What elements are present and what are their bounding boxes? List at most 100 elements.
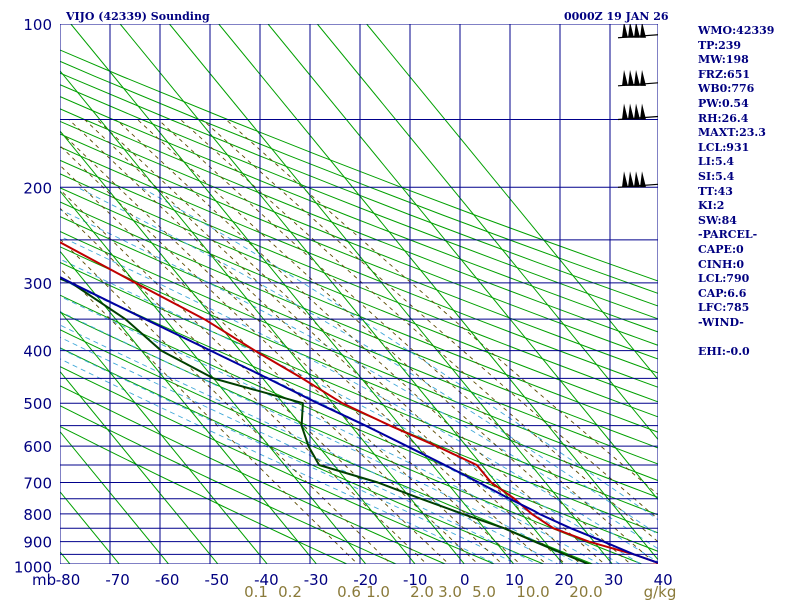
- dry-adiabat-line: [60, 60, 658, 294]
- wind-barb-flag: [634, 171, 640, 188]
- parcel-line: [60, 276, 658, 564]
- temperature-tick-label: -50: [205, 571, 230, 589]
- chart-title: VIJO (42339) Sounding: [66, 10, 210, 23]
- wind-barb-flag: [640, 69, 646, 86]
- dry-adiabat-line: [60, 96, 658, 333]
- pressure-tick-label: 900: [23, 534, 52, 552]
- isotherm-line: [366, 24, 658, 381]
- dry-adiabat-line: [60, 230, 658, 482]
- isotherm-line: [60, 370, 219, 564]
- wind-barb-flag: [634, 69, 640, 86]
- dry-adiabat-line: [60, 187, 658, 433]
- isotherm-line: [0, 24, 32, 578]
- pressure-axis-label: mb: [32, 571, 56, 589]
- dry-adiabat-line: [60, 365, 496, 564]
- moist-adiabat-line: [60, 209, 658, 550]
- dry-adiabat-line: [60, 133, 658, 374]
- isotherm-line: [218, 24, 658, 561]
- pressure-tick-label: 800: [23, 506, 52, 524]
- index-item: MAXT:23.3: [698, 126, 766, 140]
- mixing-ratio-label: 5.0: [472, 583, 496, 600]
- moist-adiabat-line: [60, 235, 658, 563]
- temperature-tick-label: -20: [353, 571, 378, 589]
- index-item: WB0:776: [698, 82, 755, 96]
- wind-barb-flag: [628, 103, 634, 120]
- wind-barb: [617, 103, 658, 121]
- temperature-tick-label: 40: [654, 571, 673, 589]
- sounding-datetime: 0000Z 19 JAN 26: [564, 10, 669, 23]
- moist-adiabat-line: [60, 358, 498, 564]
- index-item: KI:2: [698, 199, 725, 213]
- wind-barb-flag: [640, 171, 646, 188]
- temperature-tick-label: 20: [554, 571, 573, 589]
- moist-adiabat-line: [60, 324, 559, 564]
- pressure-tick-label: 500: [23, 395, 52, 413]
- mixing-ratio-label: 2.0: [410, 583, 434, 600]
- index-item: CINH:0: [698, 257, 745, 271]
- moist-adiabat-line: [77, 186, 658, 536]
- isotherm-line: [70, 24, 515, 564]
- mixing-ratio-label: 10.0: [516, 583, 549, 600]
- dry-adiabat-line: [60, 108, 658, 346]
- isotherm-line: [60, 130, 416, 564]
- index-item: [698, 330, 774, 345]
- temperature-tick-label: -10: [403, 571, 428, 589]
- pressure-tick-label: 600: [23, 438, 52, 456]
- dry-adiabat-line: [60, 216, 658, 465]
- wind-barbs: [617, 24, 658, 188]
- index-item: LFC:785: [698, 301, 750, 315]
- pressure-tick-label: 100: [23, 16, 52, 34]
- wind-barb-flag: [628, 24, 634, 38]
- mixing-ratio-label: 1.0: [366, 583, 390, 600]
- temperature-tick-label: -30: [304, 571, 329, 589]
- index-item: CAPE:0: [698, 242, 744, 256]
- dry-adiabat-line: [60, 385, 447, 564]
- wind-barb-flag: [622, 171, 628, 188]
- index-item: TT:43: [698, 184, 733, 198]
- mixing-ratio-label: 0.1: [244, 583, 268, 600]
- wind-barb-flag: [622, 103, 628, 120]
- index-item: LI:5.4: [698, 155, 735, 169]
- pressure-tick-label: 300: [23, 275, 52, 293]
- temperature-tick-label: 10: [505, 571, 524, 589]
- wind-barb-flag: [628, 69, 634, 86]
- dry-adiabat-line: [60, 49, 658, 282]
- wind-barb-flag: [634, 24, 640, 38]
- index-item: SI:5.4: [698, 169, 735, 183]
- isotherm-line: [119, 24, 564, 564]
- mixing-ratio-labels: 0.1 0.2 0.6 1.0 2.0 3.0 5.0 10.0 20.0 g/kg: [244, 583, 676, 600]
- dry-adiabat-line: [60, 159, 658, 403]
- dry-adiabat-line: [60, 120, 658, 360]
- temperature-line: [60, 241, 658, 564]
- stability-indices: WMO:42339 TP:239 MW:198 FRZ:651 WB0:776 PW:0.…: [698, 24, 774, 360]
- moist-adiabat-line: [60, 347, 518, 564]
- moist-adiabat-line: [60, 336, 539, 564]
- wind-barb-flag: [622, 69, 628, 86]
- mixing-ratio-label: 20.0: [569, 583, 602, 600]
- isotherm-line: [60, 250, 318, 564]
- dry-adiabat-line: [60, 246, 658, 498]
- isotherm-line: [60, 70, 465, 564]
- isobar-grid: [60, 24, 658, 564]
- moist-adiabat-line: [140, 186, 658, 521]
- isotherm-line: [60, 190, 367, 564]
- index-item: SW:84: [698, 213, 737, 227]
- temperature-tick-label: -40: [254, 571, 279, 589]
- index-item: -WIND-: [698, 315, 744, 329]
- mixing-ratio-label: g/kg: [644, 583, 677, 600]
- wind-barb: [617, 24, 658, 39]
- isotherm-line: [267, 24, 658, 501]
- dry-adiabat-line: [60, 173, 658, 418]
- mixing-ratio-label: 0.6: [337, 583, 361, 600]
- pressure-tick-label: 400: [23, 343, 52, 361]
- sounding-series: [60, 241, 658, 564]
- dry-adiabat-line: [60, 311, 644, 564]
- mixing-ratio-label: 3.0: [438, 583, 462, 600]
- wind-barb: [617, 69, 658, 87]
- index-item: LCL:931: [698, 140, 750, 154]
- dry-adiabats: [60, 49, 658, 564]
- dry-adiabat-line: [60, 347, 545, 564]
- wind-barb-flag: [628, 171, 634, 188]
- dry-adiabat-line: [60, 425, 349, 564]
